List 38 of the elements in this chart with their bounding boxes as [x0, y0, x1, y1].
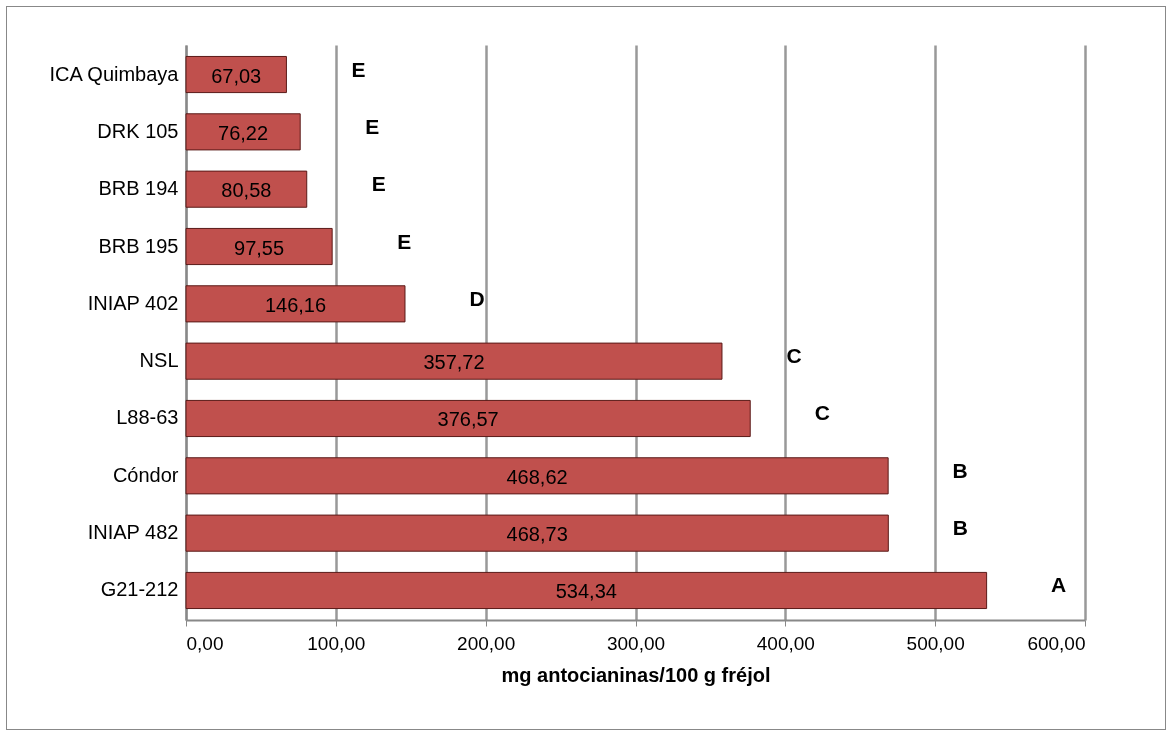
- data-label: 357,72: [423, 351, 485, 374]
- x-tick-label: 500,00: [906, 632, 965, 654]
- data-label: 468,73: [506, 523, 568, 546]
- annotation: C: [786, 344, 802, 368]
- x-tick-label: 100,00: [307, 632, 366, 654]
- x-tick-label: 400,00: [756, 632, 815, 654]
- x-tick-label: 600,00: [1027, 632, 1086, 654]
- annotation: E: [351, 57, 366, 81]
- y-tick-label: BRB 195: [98, 234, 179, 257]
- data-label: 468,62: [506, 465, 568, 488]
- annotation: C: [814, 401, 830, 425]
- annotation: E: [397, 229, 412, 253]
- data-label: 97,55: [234, 236, 285, 259]
- x-axis-title: mg antocianinas/100 g fréjol: [501, 663, 771, 686]
- y-tick-label: NSL: [139, 349, 179, 372]
- data-label: 146,16: [264, 293, 327, 316]
- data-label: 76,22: [218, 121, 269, 144]
- y-tick-label: INIAP 402: [87, 291, 179, 314]
- y-tick-label: INIAP 482: [87, 521, 179, 544]
- y-tick-label: Cóndor: [112, 463, 179, 486]
- annotation: A: [1051, 573, 1067, 597]
- data-label: 80,58: [221, 179, 272, 202]
- y-tick-label: G21-212: [100, 578, 179, 601]
- data-label: 534,34: [555, 580, 617, 603]
- x-tick-label: 0,00: [186, 632, 224, 654]
- annotation: B: [952, 458, 968, 482]
- y-tick-label: ICA Quimbaya: [49, 62, 180, 85]
- data-label: 67,03: [211, 64, 262, 87]
- annotation: E: [365, 114, 380, 138]
- y-tick-label: L88-63: [116, 406, 179, 429]
- annotation: B: [952, 516, 968, 540]
- y-tick-label: DRK 105: [97, 119, 179, 142]
- x-tick-label: 300,00: [606, 632, 666, 654]
- annotation: E: [371, 172, 386, 196]
- x-tick-label: 200,00: [457, 632, 516, 654]
- data-label: 376,57: [437, 408, 499, 431]
- y-tick-label: BRB 194: [98, 177, 179, 200]
- annotation: D: [469, 286, 485, 310]
